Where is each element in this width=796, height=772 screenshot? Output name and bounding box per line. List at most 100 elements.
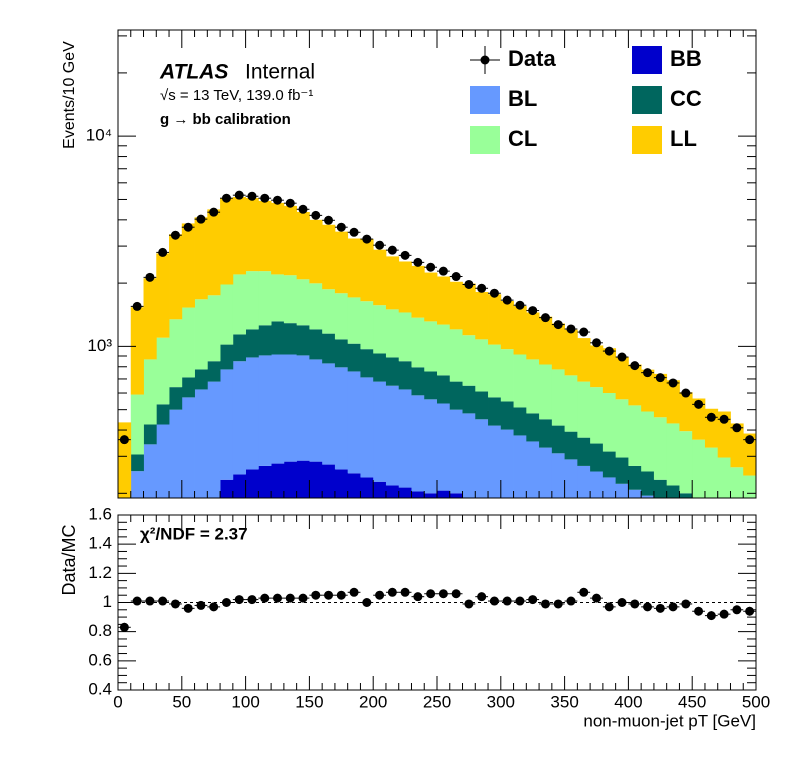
y-tick-label: 0.8: [88, 621, 112, 640]
histogram-bin: [258, 355, 272, 466]
data-point: [745, 435, 755, 445]
histogram-bin: [437, 490, 451, 498]
histogram-bin: [488, 294, 502, 345]
histogram-bin: [705, 508, 718, 624]
histogram-bin: [347, 371, 361, 474]
histogram-bin: [615, 457, 629, 484]
histogram-bin: [334, 469, 349, 498]
histogram-bin: [334, 339, 349, 368]
ratio-point: [298, 593, 308, 603]
energy-label: √s = 13 TeV, 139.0 fb⁻¹: [160, 87, 313, 104]
ratio-point: [247, 595, 257, 605]
data-point: [694, 399, 704, 409]
histogram-bin: [653, 373, 668, 418]
histogram-bin: [692, 398, 706, 440]
data-point: [438, 266, 448, 276]
histogram-bin: [194, 369, 208, 390]
data-point: [553, 320, 563, 330]
histogram-bin: [207, 361, 221, 382]
histogram-bin: [513, 306, 527, 355]
histogram-bin: [385, 309, 400, 358]
data-point: [336, 222, 346, 232]
histogram-bin: [207, 506, 220, 508]
ratio-point: [706, 611, 716, 621]
histogram-bin: [564, 329, 578, 376]
histogram-bin: [398, 487, 412, 498]
histogram-bin: [590, 471, 604, 498]
histogram-bin: [449, 493, 463, 498]
ratio-point: [655, 603, 665, 613]
histogram-bin: [462, 413, 476, 498]
histogram-bin: [475, 419, 489, 498]
data-point: [170, 230, 180, 240]
histogram-bin: [424, 272, 438, 322]
histogram-bin: [666, 380, 680, 424]
histogram-bin: [296, 279, 310, 326]
histogram-bin: [692, 439, 706, 498]
histogram-bin: [360, 301, 374, 350]
histogram-bin: [577, 381, 591, 438]
data-point: [285, 198, 295, 208]
histogram-bin: [373, 481, 387, 498]
histogram-bin: [539, 364, 553, 420]
ratio-point: [438, 589, 448, 599]
ratio-point: [528, 595, 538, 605]
histogram-bin: [667, 508, 680, 603]
histogram-bin: [730, 467, 744, 498]
y-tick-label: 10⁴: [86, 126, 112, 145]
histogram-bin: [194, 389, 208, 498]
histogram-bin: [385, 385, 400, 486]
histogram-bin: [296, 355, 310, 461]
chi2-label: χ²/NDF = 2.37: [140, 524, 248, 543]
histogram-bin: [679, 431, 693, 494]
x-tick-label: 100: [231, 692, 259, 711]
x-tick-label: 350: [550, 692, 578, 711]
data-point: [655, 373, 665, 383]
y-tick-label: 0.4: [88, 679, 112, 698]
histogram-bin: [411, 317, 425, 368]
histogram-bin: [130, 454, 144, 472]
histogram-bin: [730, 508, 743, 636]
histogram-bin: [283, 205, 298, 276]
data-point: [132, 301, 142, 311]
data-point: [221, 193, 231, 203]
histogram-bin: [743, 508, 756, 640]
ratio-point: [668, 602, 678, 612]
histogram-bin: [271, 463, 285, 498]
legend-label: CL: [508, 126, 537, 151]
histogram-bin: [628, 489, 642, 498]
histogram-bin: [679, 493, 693, 498]
histogram-bin: [590, 345, 604, 388]
x-tick-label: 450: [678, 692, 706, 711]
histogram-bin: [603, 508, 616, 568]
histogram-bin: [156, 404, 170, 425]
histogram-bin: [513, 407, 527, 436]
histogram-bin: [551, 369, 565, 426]
histogram-bin: [717, 411, 731, 458]
histogram-bin: [437, 324, 451, 376]
histogram-bin: [500, 300, 514, 350]
data-point: [158, 247, 168, 257]
ratio-point: [426, 589, 436, 599]
ratio-point: [579, 587, 589, 597]
data-point: [732, 423, 742, 433]
histogram-bin: [271, 274, 285, 322]
histogram-bin: [602, 348, 617, 394]
histogram-bin: [398, 389, 412, 488]
ratio-point: [183, 603, 193, 613]
data-point: [592, 338, 601, 348]
histogram-bin: [552, 508, 565, 541]
legend-swatch: [470, 126, 500, 154]
histogram-bin: [232, 361, 246, 475]
ratio-point: [566, 596, 576, 606]
histogram-bin: [628, 405, 642, 466]
histogram-bin: [322, 289, 336, 334]
data-point: [681, 388, 691, 398]
histogram-bin: [449, 329, 463, 382]
ratio-point: [260, 593, 270, 603]
data-point: [617, 352, 627, 362]
histogram-bin: [488, 425, 502, 498]
histogram-bin: [283, 461, 298, 498]
histogram-bin: [220, 479, 234, 498]
histogram-bin: [398, 261, 412, 313]
